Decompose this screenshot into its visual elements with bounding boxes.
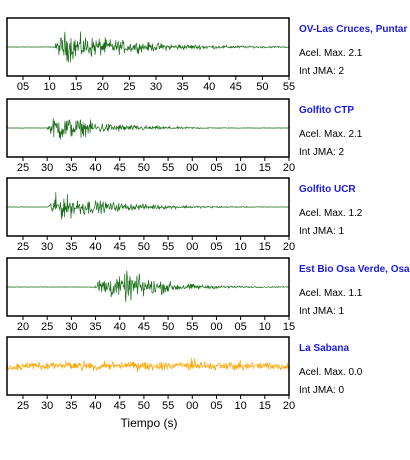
station-name: Golfito CTP [299,105,354,116]
panel-1: 25 30 35 40 45 50 55 00 05 10 15 20 Golfito CTP Acel.… [6,98,363,174]
tick-label: 30 [150,81,162,93]
tick-label: 30 [41,400,53,412]
acel-max-label: Acel. Max. 2.1 [299,48,363,59]
tick-label: 45 [114,400,126,412]
tick-label: 10 [259,321,271,333]
tick-label: 25 [17,162,29,174]
tick-label: 25 [17,241,29,253]
acel-max-label: Acel. Max. 1.2 [299,208,363,219]
int-jma-label: Int JMA: 0 [299,385,344,396]
int-jma-label: Int JMA: 1 [299,306,344,317]
tick-label: 35 [65,162,77,174]
int-jma-label: Int JMA: 1 [299,226,344,237]
tick-label: 45 [114,162,126,174]
waveform-trace [6,31,290,63]
tick-label: 05 [210,400,222,412]
panel-2: 25 30 35 40 45 50 55 00 05 10 15 20 Golfito UCR Acel.… [6,177,363,253]
tick-label: 35 [89,321,101,333]
tick-label: 20 [97,81,109,93]
tick-label: 50 [138,241,150,253]
waveform-trace [7,270,290,303]
tick-label: 55 [283,81,295,93]
tick-label: 45 [138,321,150,333]
station-name: OV-Las Cruces, Puntar [299,24,407,35]
panel-frame [6,177,290,237]
tick-label: 50 [256,81,268,93]
panel-0: 05 10 15 20 25 30 35 40 45 50 55 OV-Las Cruces, Pun… [6,17,407,93]
tick-label: 50 [138,400,150,412]
tick-label: 20 [283,241,295,253]
int-jma-label: Int JMA: 2 [299,147,344,158]
tick-label: 50 [138,162,150,174]
tick-label: 10 [235,162,247,174]
tick-label: 05 [17,81,29,93]
tick-label: 55 [162,241,174,253]
station-name: Est Bio Osa Verde, Osa [299,264,410,275]
tick-label: 00 [186,400,198,412]
tick-label: 55 [162,400,174,412]
x-axis-label: Tiempo (s) [121,416,178,430]
int-jma-label: Int JMA: 2 [299,66,344,77]
tick-label: 35 [65,241,77,253]
station-name: La Sabana [299,343,349,354]
panel-3: 20 25 30 35 40 45 50 55 00 05 10 15 Est Bio Osa Verd… [6,257,410,333]
tick-label: 10 [235,400,247,412]
tick-label: 40 [114,321,126,333]
panel-frame [6,17,290,77]
tick-label: 05 [210,241,222,253]
tick-label: 40 [203,81,215,93]
tick-label: 30 [41,241,53,253]
waveform-trace [6,192,290,220]
station-name: Golfito UCR [299,184,356,195]
waveform-trace [6,118,289,140]
panels-group: 05 10 15 20 25 30 35 40 45 50 55 OV-Las Cruces, Pun… [6,17,410,412]
waveform-trace [6,357,290,373]
panel-frame [6,257,290,317]
acel-max-label: Acel. Max. 0.0 [299,367,363,378]
tick-label: 25 [17,400,29,412]
tick-label: 35 [176,81,188,93]
tick-label: 15 [70,81,82,93]
tick-label: 30 [41,162,53,174]
tick-label: 15 [283,321,295,333]
tick-label: 50 [162,321,174,333]
tick-label: 10 [43,81,55,93]
tick-label: 25 [123,81,135,93]
acel-max-label: Acel. Max. 2.1 [299,129,363,140]
tick-label: 00 [210,321,222,333]
tick-label: 20 [283,162,295,174]
tick-label: 15 [259,241,271,253]
tick-label: 45 [114,241,126,253]
tick-label: 30 [65,321,77,333]
tick-label: 40 [89,241,101,253]
tick-label: 10 [235,241,247,253]
tick-label: 15 [259,400,271,412]
tick-label: 55 [186,321,198,333]
tick-label: 35 [65,400,77,412]
tick-label: 05 [210,162,222,174]
tick-label: 55 [162,162,174,174]
panel-frame [6,336,290,396]
tick-label: 20 [283,400,295,412]
tick-label: 40 [89,162,101,174]
tick-label: 45 [230,81,242,93]
panel-frame [6,98,290,158]
acel-max-label: Acel. Max. 1.1 [299,288,363,299]
tick-label: 15 [259,162,271,174]
tick-label: 20 [17,321,29,333]
tick-label: 25 [41,321,53,333]
tick-label: 00 [186,241,198,253]
tick-label: 05 [235,321,247,333]
tick-label: 40 [89,400,101,412]
tick-label: 00 [186,162,198,174]
panel-4: 25 30 35 40 45 50 55 00 05 10 15 20 La Sabana Acel. M… [6,336,363,412]
